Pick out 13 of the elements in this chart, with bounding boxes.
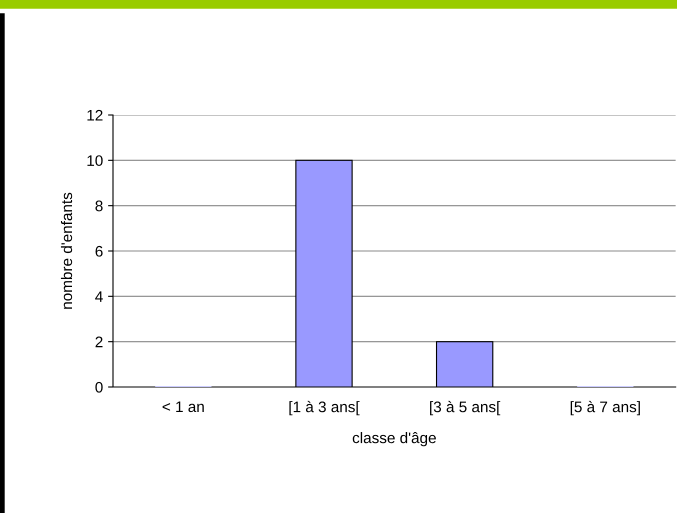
x-tick-label: [5 à 7 ans]	[570, 400, 640, 416]
y-tick-label: 6	[96, 246, 103, 257]
y-tick-label: 12	[87, 110, 103, 121]
x-tick-label: < 1 an	[162, 401, 204, 412]
y-tick-label: 4	[95, 291, 103, 302]
y-tick-label: 10	[87, 155, 103, 166]
x-tick-label: [3 à 5 ans[	[430, 400, 500, 416]
y-tick-label: 2	[96, 336, 103, 348]
y-axis-title: nombre d'enfants	[60, 192, 72, 309]
x-axis-title: classe d'âge	[352, 432, 436, 446]
y-tick-label: 8	[95, 200, 103, 212]
x-tick-label: [1 à 3 ans[	[289, 400, 360, 416]
y-tick-label: 0	[95, 382, 103, 393]
